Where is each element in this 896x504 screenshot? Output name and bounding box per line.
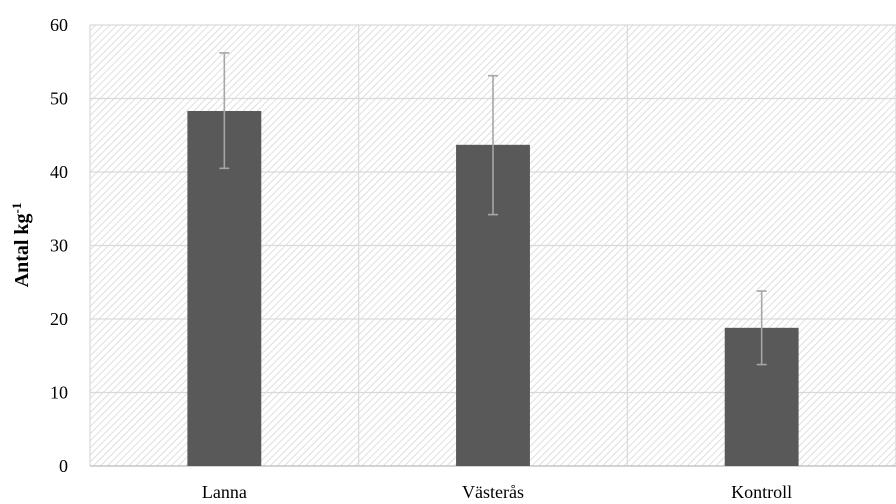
error-bar-kontroll [756, 290, 767, 366]
error-bar-västerås [488, 74, 498, 216]
x-tick-labels: Lanna Västerås Kontroll [202, 482, 792, 502]
y-tick-label: 20 [50, 309, 68, 329]
error-bars [219, 52, 767, 366]
x-tick-label: Västerås [462, 482, 524, 502]
y-axis-label-superscript: -1 [9, 203, 24, 214]
y-tick-labels: 0 10 20 30 40 50 60 [50, 15, 68, 476]
error-bar-lanna [219, 52, 230, 170]
x-tick-label: Lanna [202, 482, 247, 502]
y-axis-label: Antal kg-1 [9, 203, 34, 288]
y-tick-label: 50 [50, 89, 68, 109]
y-tick-label: 60 [50, 15, 68, 35]
y-tick-label: 40 [50, 162, 68, 182]
y-tick-label: 10 [50, 383, 68, 403]
y-tick-label: 0 [59, 456, 68, 476]
bar-lanna [187, 110, 262, 467]
x-tick-label: Kontroll [731, 482, 792, 502]
y-tick-label: 30 [50, 236, 68, 256]
